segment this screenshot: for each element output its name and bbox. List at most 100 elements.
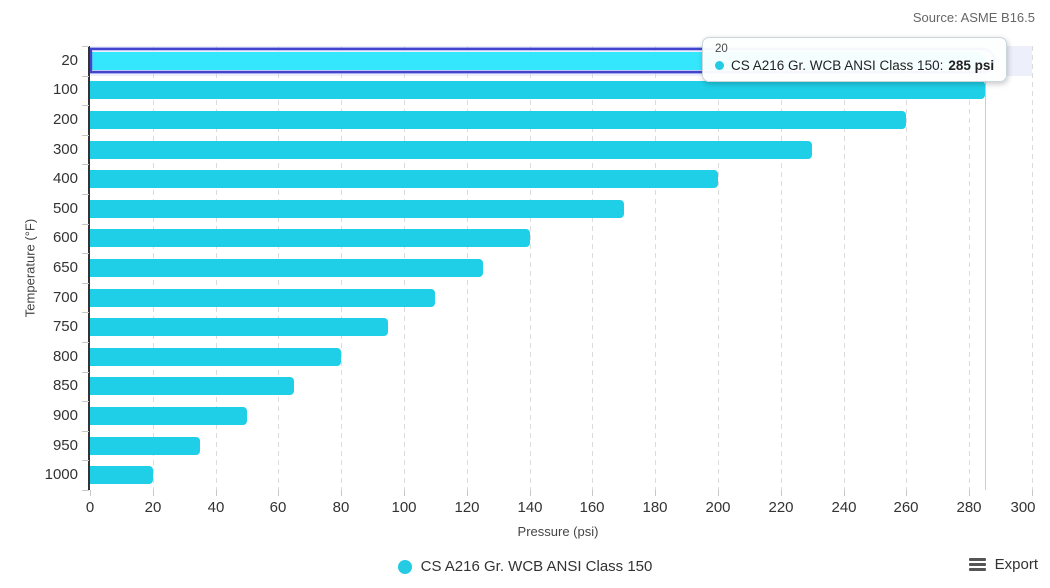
legend-marker-icon: [397, 559, 412, 574]
x-tick-label: 120: [454, 499, 480, 516]
y-tick: [82, 312, 89, 313]
x-tick-label: 280: [956, 499, 982, 516]
y-tick: [82, 460, 89, 461]
x-tick-label: 220: [768, 499, 794, 516]
grid-line: [844, 46, 845, 490]
crosshair-line: [985, 46, 986, 490]
y-tick-label: 100: [52, 81, 78, 98]
legend-label: CS A216 Gr. WCB ANSI Class 150: [420, 558, 653, 575]
x-tick: [1032, 490, 1033, 496]
y-tick-label: 950: [52, 437, 78, 454]
bar[interactable]: [90, 347, 341, 366]
grid-line: [1032, 46, 1033, 490]
x-tick-label: 100: [391, 499, 417, 516]
y-tick: [82, 76, 89, 77]
x-tick-label: 0: [85, 499, 95, 516]
y-tick: [82, 372, 89, 373]
grid-line: [655, 46, 656, 490]
grid-line: [969, 46, 970, 490]
y-tick: [82, 164, 89, 165]
y-tick-label: 300: [52, 141, 78, 158]
legend-item[interactable]: CS A216 Gr. WCB ANSI Class 150: [397, 558, 653, 575]
x-tick-label: 140: [517, 499, 543, 516]
x-tick-label: 300: [1010, 499, 1036, 516]
y-tick-label: 600: [52, 229, 78, 246]
y-tick-label: 500: [52, 200, 78, 217]
tooltip: 20 CS A216 Gr. WCB ANSI Class 150: 285 p…: [702, 37, 1008, 82]
y-axis-title: Temperature (°F): [22, 218, 38, 318]
bar[interactable]: [90, 199, 624, 218]
y-tick-label: 750: [52, 318, 78, 335]
bar[interactable]: [90, 436, 200, 455]
x-tick: [906, 490, 907, 496]
export-button[interactable]: Export: [968, 556, 1038, 573]
x-tick: [278, 490, 279, 496]
x-axis-title: Pressure (psi): [517, 524, 599, 539]
y-tick: [82, 253, 89, 254]
export-label: Export: [994, 556, 1038, 573]
legend: CS A216 Gr. WCB ANSI Class 150: [0, 558, 1050, 575]
y-tick: [82, 105, 89, 106]
y-tick-label: 900: [52, 407, 78, 424]
x-tick: [341, 490, 342, 496]
x-tick-label: 40: [207, 499, 225, 516]
y-axis-line: [88, 46, 90, 490]
bar[interactable]: [90, 377, 294, 396]
y-tick: [82, 490, 89, 491]
x-tick: [90, 490, 91, 496]
y-tick-label: 700: [52, 289, 78, 306]
y-tick: [82, 135, 89, 136]
y-tick-label: 650: [52, 259, 78, 276]
grid-line: [906, 46, 907, 490]
x-tick-label: 60: [269, 499, 287, 516]
y-tick: [82, 46, 89, 47]
tooltip-value: 285 psi: [948, 58, 995, 73]
bar[interactable]: [90, 407, 247, 425]
grid-line: [718, 46, 719, 490]
hamburger-icon: [968, 558, 986, 571]
x-tick: [969, 490, 970, 496]
x-tick: [592, 490, 593, 496]
x-tick-label: 180: [642, 499, 668, 516]
x-tick: [153, 490, 154, 496]
bar[interactable]: [90, 229, 530, 248]
x-tick-label: 200: [705, 499, 731, 516]
y-tick: [82, 401, 89, 402]
x-tick-label: 20: [144, 499, 162, 516]
y-tick-label: 800: [52, 348, 78, 365]
x-tick: [718, 490, 719, 496]
x-tick-label: 240: [831, 499, 857, 516]
bar[interactable]: [90, 170, 718, 189]
tooltip-header: 20: [715, 43, 728, 55]
source-credit: Source: ASME B16.5: [912, 10, 1035, 25]
tooltip-series-label: CS A216 Gr. WCB ANSI Class 150:: [731, 58, 944, 73]
bar[interactable]: [90, 81, 985, 100]
bar[interactable]: [90, 466, 153, 485]
bar[interactable]: [90, 288, 435, 307]
x-tick: [404, 490, 405, 496]
tooltip-body: CS A216 Gr. WCB ANSI Class 150: 285 psi: [715, 58, 994, 73]
grid-line: [781, 46, 782, 490]
y-tick-label: 200: [52, 111, 78, 128]
y-tick-label: 400: [52, 170, 78, 187]
bar[interactable]: [90, 111, 906, 129]
x-tick: [781, 490, 782, 496]
x-tick: [655, 490, 656, 496]
grid-line: [592, 46, 593, 490]
x-tick: [216, 490, 217, 496]
x-tick: [530, 490, 531, 496]
bar[interactable]: [90, 140, 812, 159]
bar[interactable]: [90, 318, 388, 337]
grid-line: [530, 46, 531, 490]
y-tick: [82, 342, 89, 343]
y-tick: [82, 194, 89, 195]
x-tick-label: 160: [579, 499, 605, 516]
y-tick-label: 850: [52, 377, 78, 394]
y-tick-label: 20: [61, 52, 78, 69]
x-tick-label: 80: [332, 499, 350, 516]
y-tick: [82, 224, 89, 225]
x-tick: [844, 490, 845, 496]
series-marker-icon: [715, 61, 724, 70]
bar[interactable]: [90, 259, 483, 277]
